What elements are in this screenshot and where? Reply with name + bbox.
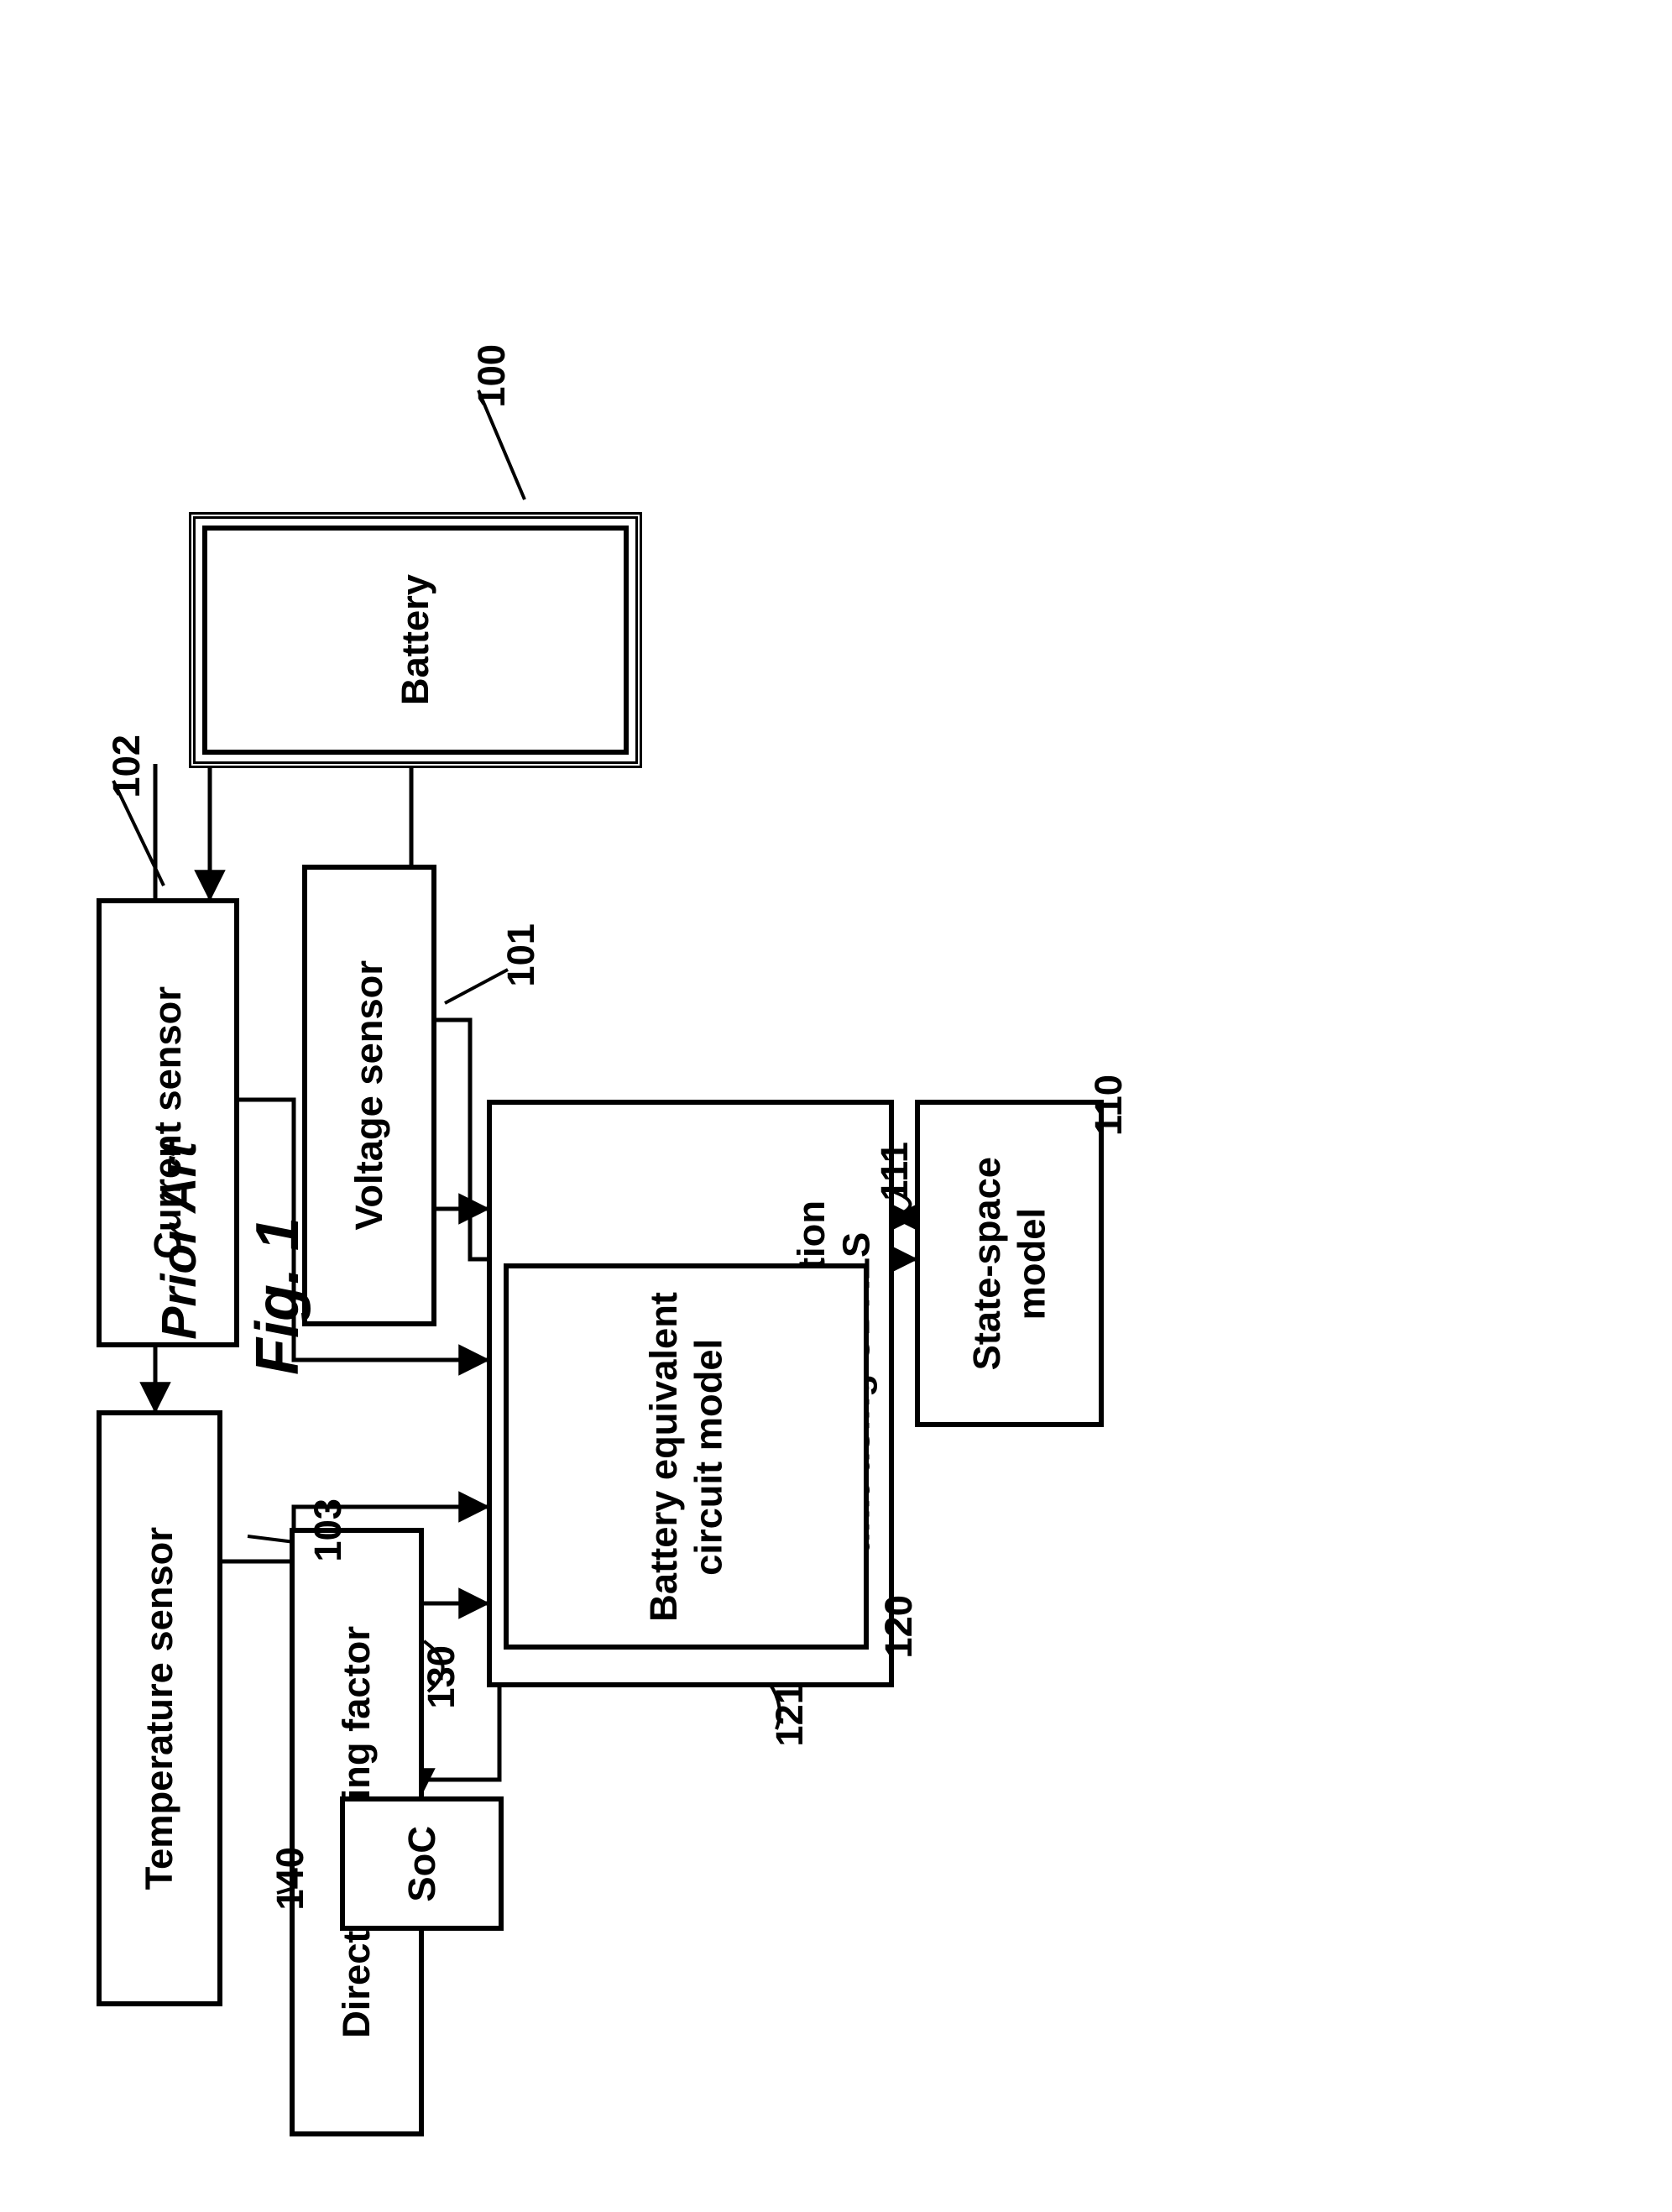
node-voltage: Voltage sensor bbox=[302, 865, 436, 1326]
figure-caption-line1: Fig. 1 bbox=[243, 1217, 312, 1375]
node-label-state: State-space model bbox=[964, 1157, 1054, 1370]
node-label-soc: SoC bbox=[400, 1826, 444, 1902]
ref-111: 111 bbox=[873, 1142, 917, 1201]
node-label-voltage: Voltage sensor bbox=[347, 960, 391, 1230]
node-circuit: Battery equivalent circuit model bbox=[504, 1263, 869, 1650]
ref-100: 100 bbox=[470, 344, 514, 408]
ref-121: 121 bbox=[768, 1683, 812, 1747]
node-state: State-space model bbox=[915, 1100, 1104, 1427]
ref-102: 102 bbox=[105, 735, 149, 798]
node-soc: SoC bbox=[340, 1796, 504, 1931]
ref-103: 103 bbox=[306, 1498, 350, 1562]
ref-130: 130 bbox=[420, 1645, 463, 1709]
node-battery: Battery bbox=[189, 512, 642, 768]
node-temperature: Temperature sensor bbox=[97, 1410, 222, 2006]
ref-140: 140 bbox=[269, 1847, 312, 1911]
figure-caption-line2: Prior Art bbox=[151, 1142, 207, 1340]
diagram-canvas: BatteryVoltage sensorCurrent sensorTempe… bbox=[0, 0, 1672, 2212]
ref-110: 110 bbox=[1087, 1075, 1131, 1136]
ref-101: 101 bbox=[499, 923, 543, 987]
ref-120: 120 bbox=[877, 1595, 921, 1659]
node-label-temperature: Temperature sensor bbox=[137, 1527, 181, 1890]
node-label-circuit: Battery equivalent circuit model bbox=[641, 1292, 731, 1622]
node-label-battery: Battery bbox=[393, 574, 437, 705]
